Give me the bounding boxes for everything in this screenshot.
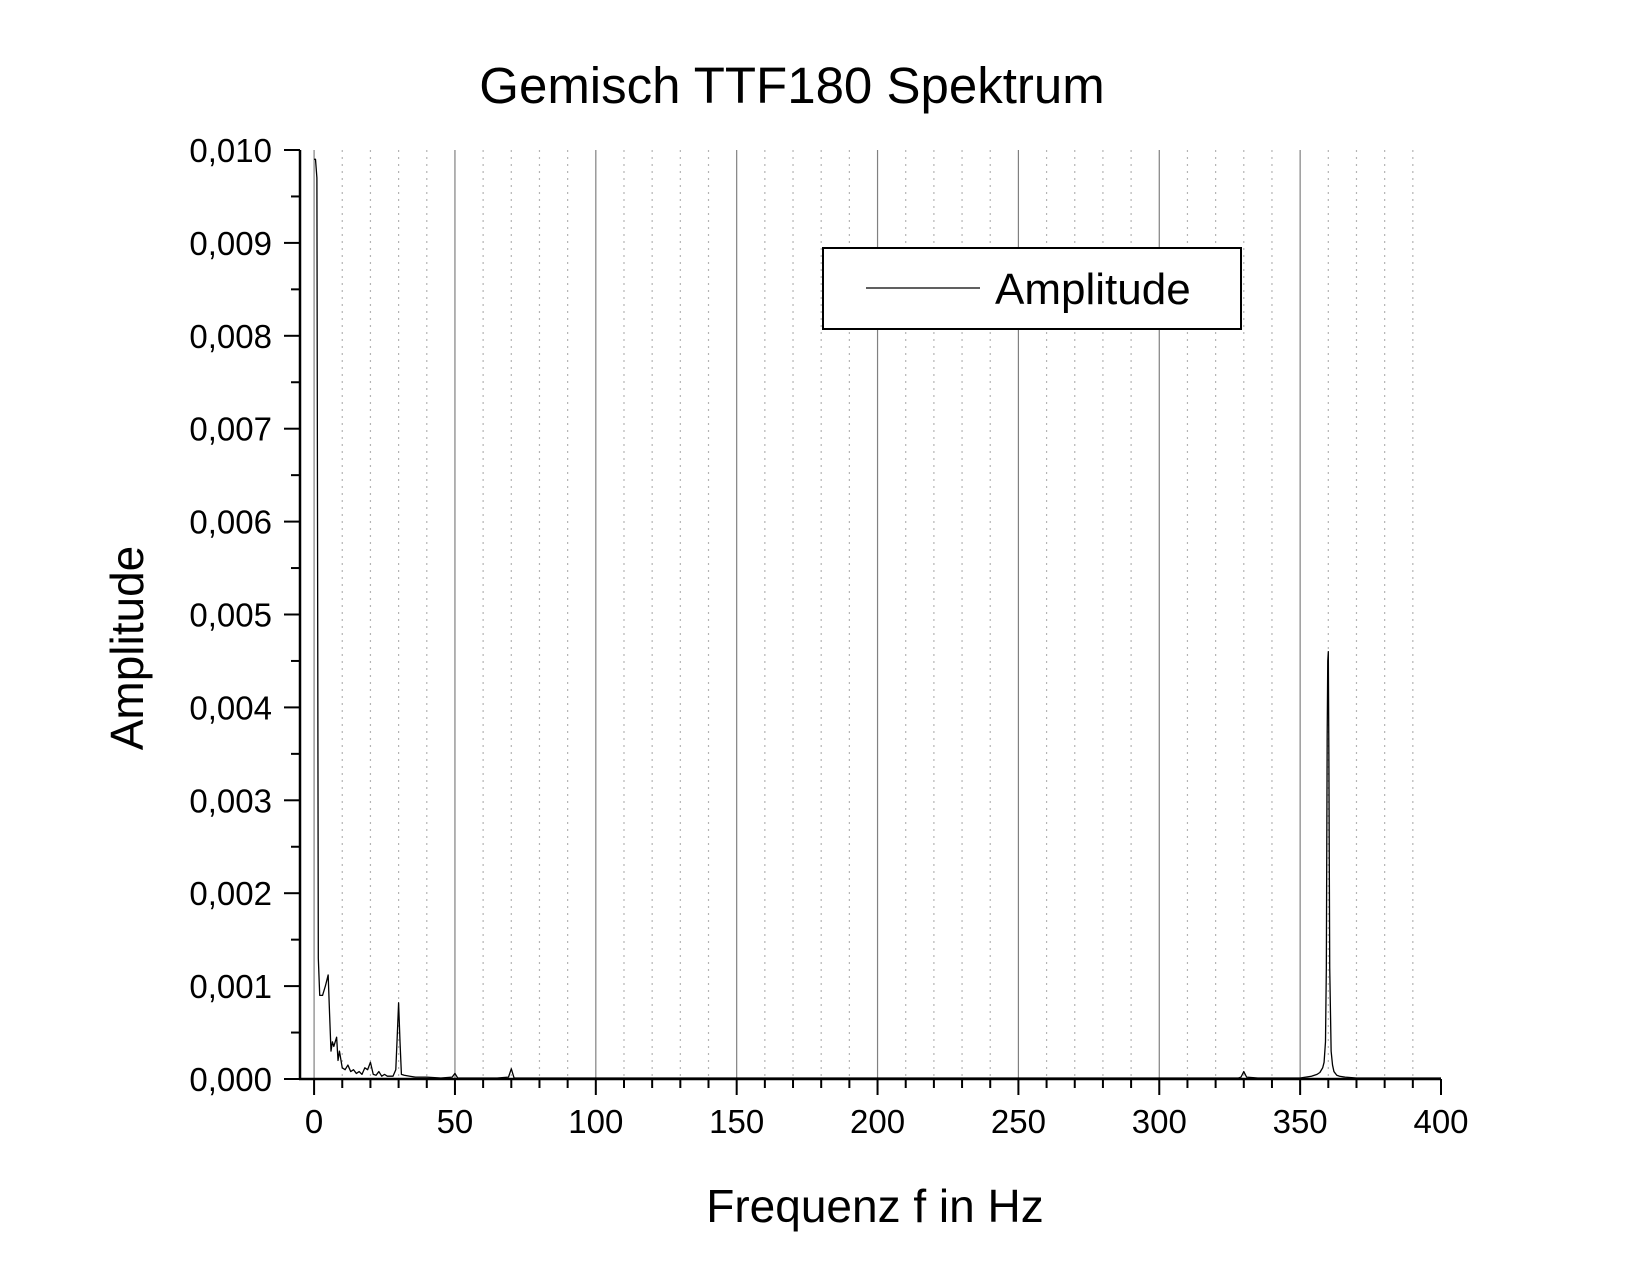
- y-tick-label: 0,010: [189, 132, 272, 169]
- y-tick-label: 0,009: [189, 225, 272, 262]
- y-tick-label: 0,001: [189, 968, 272, 1005]
- chart-title: Gemisch TTF180 Spektrum: [479, 57, 1104, 114]
- x-tick-label: 50: [437, 1103, 474, 1140]
- x-tick-label: 350: [1273, 1103, 1328, 1140]
- y-tick-label: 0,004: [189, 689, 272, 726]
- x-tick-label: 150: [709, 1103, 764, 1140]
- x-tick-label: 200: [850, 1103, 905, 1140]
- y-tick-label: 0,000: [189, 1061, 272, 1098]
- axes: 0 50 100 150 200 250 300 350 400 0,000 0,001 0,002 0…: [189, 132, 1468, 1140]
- y-axis-label: Amplitude: [101, 546, 153, 751]
- x-tick-label: 400: [1413, 1103, 1468, 1140]
- x-tick-label: 300: [1132, 1103, 1187, 1140]
- y-tick-label: 0,008: [189, 318, 272, 355]
- x-tick-label: 0: [305, 1103, 323, 1140]
- y-tick-label: 0,005: [189, 597, 272, 634]
- x-tick-label: 100: [568, 1103, 623, 1140]
- y-tick-label: 0,006: [189, 504, 272, 541]
- x-axis-label: Frequenz f in Hz: [706, 1180, 1043, 1232]
- y-tick-label: 0,002: [189, 875, 272, 912]
- legend: Amplitude: [822, 247, 1242, 330]
- x-tick-label: 250: [991, 1103, 1046, 1140]
- y-tick-label: 0,003: [189, 782, 272, 819]
- y-tick-label: 0,007: [189, 411, 272, 448]
- legend-entry-amplitude: Amplitude: [995, 265, 1191, 314]
